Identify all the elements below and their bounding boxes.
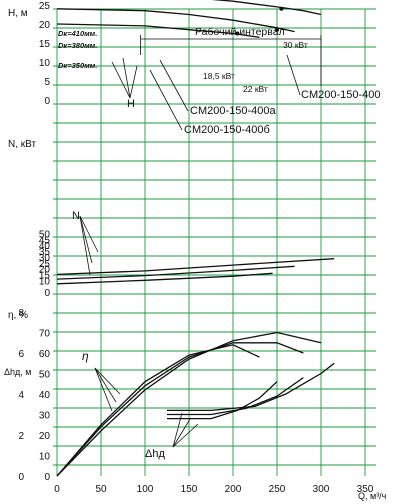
head-tick-label: 5 xyxy=(44,77,50,88)
efficiency-pointer-label: η xyxy=(82,349,89,363)
power-tick-label: 15 xyxy=(39,270,51,281)
pointer-leader xyxy=(172,418,191,448)
power-tick-label: 10 xyxy=(39,276,51,287)
npsh-tick-label: 8 xyxy=(18,308,24,319)
efficiency-tick-label: 50 xyxy=(39,370,51,381)
power-tick-label: 30 xyxy=(39,253,51,264)
pointer-leader xyxy=(172,423,199,448)
head-tick-label: 0 xyxy=(44,96,50,107)
power-tick-label: 40 xyxy=(39,241,51,252)
power-tick-label: 45 xyxy=(39,235,51,246)
head-tick-label: 15 xyxy=(39,39,51,50)
working-interval-label: Рабочий интервал xyxy=(195,26,285,38)
diameter-label: Dк=410мм. xyxy=(58,29,97,38)
power-curve xyxy=(56,272,273,285)
power-tick-label: 25 xyxy=(39,259,51,270)
power-tick-label: 20 xyxy=(39,265,51,276)
efficiency-curve xyxy=(56,344,260,477)
power-label-22: 22 кВт xyxy=(243,84,268,94)
series-leader xyxy=(286,54,301,96)
efficiency-tick-label: 40 xyxy=(39,390,51,401)
npsh-curve xyxy=(167,381,278,420)
series-label-400: CM200-150-400 xyxy=(301,89,381,101)
efficiency-curve xyxy=(56,342,304,477)
x-tick-label: 100 xyxy=(137,484,154,495)
x-tick-label: 350 xyxy=(357,484,374,495)
head-curve xyxy=(211,0,322,16)
pointer-leader xyxy=(111,61,131,99)
series-label-400b: CM200-150-400б xyxy=(184,124,270,136)
power-curve xyxy=(56,265,295,280)
efficiency-tick-label: 10 xyxy=(39,452,51,463)
npsh-axis-label: Δhд, м xyxy=(4,367,31,377)
pointer-leader xyxy=(129,65,138,99)
npsh-tick-label: 2 xyxy=(18,431,24,442)
head-curve xyxy=(56,23,260,38)
efficiency-tick-label: 20 xyxy=(39,431,51,442)
efficiency-axis-label: η, % xyxy=(8,310,28,321)
head-pointer-label: H xyxy=(127,98,135,110)
power-label-30: 30 кВт xyxy=(283,40,308,50)
x-tick-label: 300 xyxy=(313,484,330,495)
power-point-marker xyxy=(275,27,279,32)
power-axis-label: N, кВт xyxy=(8,139,36,150)
x-tick-label: 200 xyxy=(225,484,242,495)
series-label-400a: CM200-150-400а xyxy=(190,105,276,117)
grid xyxy=(53,8,376,476)
power-curve xyxy=(56,258,335,276)
npsh-tick-label: 6 xyxy=(18,349,24,360)
head-tick-label: 20 xyxy=(39,20,51,31)
x-tick-label: 0 xyxy=(54,484,60,495)
pointer-leader xyxy=(79,215,93,264)
power-label-185: 18,5 кВт xyxy=(203,71,235,81)
pointer-leader xyxy=(122,57,131,99)
power-tick-label: 35 xyxy=(39,247,51,258)
pointer-leader xyxy=(94,367,113,412)
annotations: Dк=410мм. Dк=380мм. Dк=350мм. Рабочий интер… xyxy=(58,6,381,460)
pointer-leader xyxy=(94,367,121,395)
npsh-pointer-label: Δhд xyxy=(145,448,165,460)
x-tick-label: 150 xyxy=(181,484,198,495)
x-tick-label: 50 xyxy=(95,484,107,495)
power-tick-label: 50 xyxy=(39,230,51,241)
npsh-curve xyxy=(167,362,335,412)
npsh-tick-label: 0 xyxy=(18,472,24,483)
efficiency-curve xyxy=(56,331,322,477)
power-point-marker xyxy=(235,31,240,36)
power-pointer-label: N xyxy=(72,210,80,222)
pointer-leader xyxy=(79,215,99,253)
head-curve xyxy=(56,8,295,33)
pointer-leader xyxy=(79,215,91,276)
efficiency-tick-label: 30 xyxy=(39,411,51,422)
npsh-tick-label: 4 xyxy=(18,390,24,401)
power-point-marker xyxy=(279,6,284,11)
x-axis-label: Q, м³/ч xyxy=(358,491,387,501)
npsh-curve xyxy=(167,377,304,416)
power-tick-label: 0 xyxy=(44,288,50,299)
diameter-label: Dк=380мм. xyxy=(58,41,97,50)
curves xyxy=(56,0,335,477)
efficiency-tick-label: 70 xyxy=(39,329,51,340)
efficiency-tick-label: 0 xyxy=(44,472,50,483)
series-leader xyxy=(149,69,183,131)
head-axis-label: H, м xyxy=(8,8,28,19)
head-tick-label: 10 xyxy=(39,58,51,69)
efficiency-tick-label: 60 xyxy=(39,349,51,360)
series-leader xyxy=(159,59,189,112)
x-tick-label: 250 xyxy=(269,484,286,495)
head-tick-label: 25 xyxy=(39,1,51,12)
pointer-leader xyxy=(94,367,117,403)
diameter-label: Dк=350мм. xyxy=(58,61,97,70)
pointer-leader xyxy=(172,412,183,448)
